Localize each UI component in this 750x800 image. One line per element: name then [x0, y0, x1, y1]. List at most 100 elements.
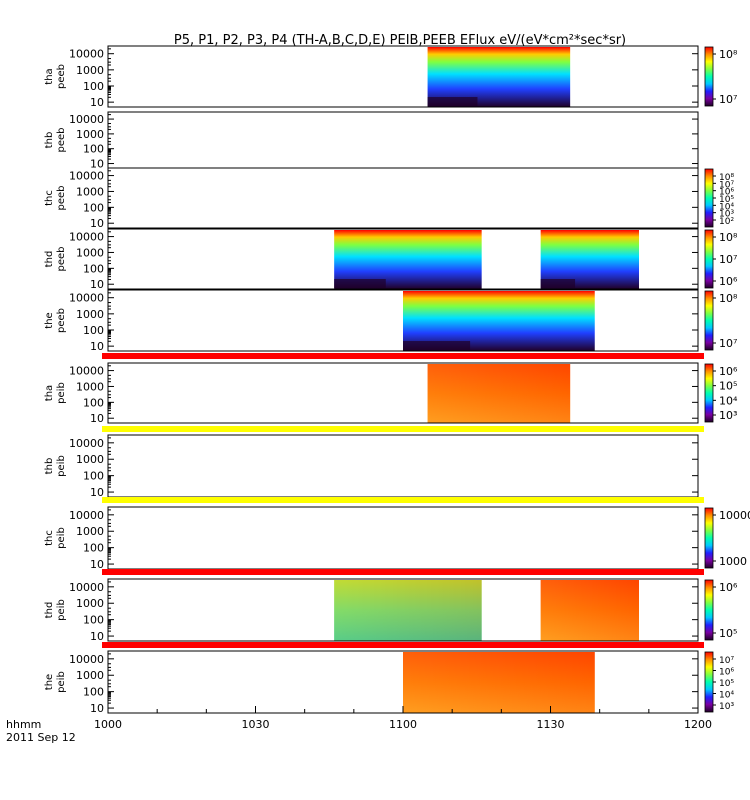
- colorbar: [704, 651, 714, 713]
- data-block-core: [334, 279, 386, 288]
- colorbar-tick-label: 10³: [719, 702, 734, 712]
- colorbar-tick-label: 10⁴: [719, 202, 734, 212]
- panel-the-peeb: 10 100 1000 10000 the peeb 10⁸ 10⁷: [44, 289, 738, 353]
- colorbar-tick-label: 10⁷: [719, 253, 737, 266]
- colorbar: [704, 229, 714, 289]
- colorbar-tick-label: 10⁴: [719, 691, 734, 701]
- y-tick-label: 1000: [76, 246, 104, 259]
- colorbar-tick-label: 10⁶: [719, 668, 734, 678]
- colorbar-tick-label: 10⁶: [719, 188, 734, 198]
- data-block-shade: [334, 580, 482, 641]
- colorbar: [704, 290, 714, 351]
- date-label: 2011 Sep 12: [6, 731, 76, 744]
- quality-flag-bar: [102, 642, 704, 648]
- y-tick-label: 1000: [76, 597, 104, 610]
- colorbar-tick-label: 10⁴: [719, 394, 738, 407]
- x-tick-label: 1200: [684, 718, 712, 731]
- y-tick-label: 100: [83, 542, 104, 555]
- colorbar: [704, 579, 714, 641]
- panel-frame: [107, 289, 699, 352]
- panel-thc-peeb: 10 100 1000 10000 thc peeb 10⁸10⁷10⁶10⁵10⁴10³1…: [44, 167, 734, 230]
- y-tick-label: 10: [90, 630, 104, 643]
- colorbar-tick-label: 10³: [719, 210, 734, 220]
- y-tick-label: 10000: [69, 292, 104, 305]
- panel-label-probe: the: [44, 312, 55, 328]
- y-tick-label: 100: [83, 614, 104, 627]
- panel-frame: [107, 578, 699, 642]
- colorbar-tick-label: 10⁶: [719, 365, 738, 378]
- data-block-core: [427, 97, 478, 106]
- y-tick-label: 100: [83, 143, 104, 156]
- y-tick-label: 1000: [76, 308, 104, 321]
- y-tick-label: 10: [90, 486, 104, 499]
- y-tick-label: 1000: [76, 64, 104, 77]
- colorbar-tick-label: 10⁸: [719, 173, 734, 183]
- data-block-shade: [540, 580, 639, 641]
- colorbar-tick-label: 1000: [719, 555, 747, 568]
- panel-label-probe: thb: [44, 458, 55, 475]
- colorbar-tick-label: 10000: [719, 509, 750, 522]
- y-tick-label: 100: [83, 80, 104, 93]
- y-tick-label: 100: [83, 396, 104, 409]
- colorbar-tick-label: 10⁶: [719, 581, 738, 594]
- panel-label-probe: tha: [44, 385, 55, 401]
- panel-thb-peeb: 10 100 1000 10000 thb peeb: [44, 111, 699, 171]
- colorbar-tick-label: 10⁸: [719, 48, 738, 61]
- colorbar: [704, 168, 714, 228]
- panel-label-product: peib: [56, 382, 67, 404]
- x-tick-label: 1000: [94, 718, 122, 731]
- panel-label-product: peib: [56, 671, 67, 693]
- panel-label-product: peeb: [56, 186, 67, 211]
- y-tick-label: 1000: [76, 453, 104, 466]
- colorbar-tick-label: 10⁸: [719, 292, 738, 305]
- colorbar-tick-label: 10⁵: [719, 195, 734, 205]
- y-tick-label: 10000: [69, 437, 104, 450]
- data-block-shade: [427, 364, 571, 423]
- y-tick-label: 100: [83, 686, 104, 699]
- y-tick-label: 10: [90, 702, 104, 715]
- colorbar-tick-label: 10³: [719, 409, 737, 422]
- data-block-core: [540, 279, 576, 288]
- colorbar-tick-label: 10⁸: [719, 231, 738, 244]
- panel-label-product: peib: [56, 455, 67, 477]
- panel-frame: [107, 362, 699, 424]
- colorbar-tick-label: 10⁶: [719, 275, 738, 288]
- time-format-label: hhmm: [6, 718, 41, 731]
- data-block-shade: [403, 652, 595, 713]
- panel-label-probe: thb: [44, 132, 55, 149]
- y-tick-label: 10000: [69, 365, 104, 378]
- panel-label-product: peib: [56, 599, 67, 621]
- colorbar-tick-label: 10⁷: [719, 337, 737, 350]
- panel-frame: [107, 45, 699, 108]
- y-tick-label: 10: [90, 96, 104, 109]
- panel-label-product: peeb: [56, 64, 67, 89]
- panel-label-probe: thd: [44, 602, 55, 619]
- quality-flag-bar: [102, 497, 704, 503]
- colorbar-tick-label: 10⁷: [719, 93, 737, 106]
- y-tick-label: 100: [83, 470, 104, 483]
- data-block-core: [403, 341, 471, 350]
- y-tick-label: 10000: [69, 231, 104, 244]
- panel-frame: [107, 506, 699, 570]
- y-tick-label: 1000: [76, 380, 104, 393]
- quality-flag-bar: [102, 353, 704, 359]
- y-tick-label: 10000: [69, 653, 104, 666]
- panel-tha-peeb: 10 100 1000 10000 tha peeb 10⁸ 10⁷: [44, 45, 738, 109]
- panel-label-product: peeb: [56, 128, 67, 153]
- y-tick-label: 10: [90, 217, 104, 230]
- colorbar-tick-label: 10⁷: [719, 180, 734, 190]
- quality-flag-bar: [102, 426, 704, 432]
- y-tick-label: 10: [90, 158, 104, 171]
- colorbar-tick-label: 10²: [719, 217, 734, 227]
- panel-frame: [107, 167, 699, 229]
- y-tick-label: 10000: [69, 509, 104, 522]
- x-tick-label: 1130: [537, 718, 565, 731]
- y-tick-label: 100: [83, 262, 104, 275]
- panel-label-probe: tha: [44, 68, 55, 84]
- x-tick-label: 1100: [389, 718, 417, 731]
- colorbar: [704, 46, 714, 107]
- time-axis: 1000 1030 1100 1130 1200: [94, 706, 712, 731]
